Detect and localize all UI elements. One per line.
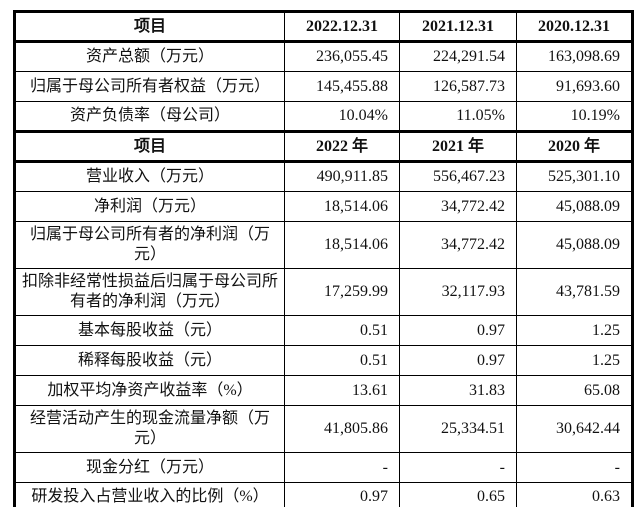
row-label: 现金分红（万元） xyxy=(13,452,285,483)
value-2020: 10.19% xyxy=(516,101,634,132)
income-header-row: 项目 2022 年 2021 年 2020 年 xyxy=(13,130,634,163)
value-2022: 0.97 xyxy=(284,482,400,507)
value-2021: 34,772.42 xyxy=(399,221,517,269)
value-2022: 17,259.99 xyxy=(284,268,400,316)
balance-header-2022: 2022.12.31 xyxy=(284,10,400,43)
value-2021: 11.05% xyxy=(399,101,517,132)
value-2022: 490,911.85 xyxy=(284,161,400,192)
value-2020: 91,693.60 xyxy=(516,71,634,102)
value-2021: 32,117.93 xyxy=(399,268,517,316)
row-label: 经营活动产生的现金流量净额（万元） xyxy=(13,405,285,453)
value-2022: 0.51 xyxy=(284,345,400,376)
table-row: 净利润（万元） 18,514.06 34,772.42 45,088.09 xyxy=(13,191,634,222)
value-2020: 45,088.09 xyxy=(516,221,634,269)
value-2021: - xyxy=(399,452,517,483)
table-row: 营业收入（万元） 490,911.85 556,467.23 525,301.1… xyxy=(13,161,634,192)
income-header-2021: 2021 年 xyxy=(399,130,517,163)
value-2021: 126,587.73 xyxy=(399,71,517,102)
row-label: 归属于母公司所有者权益（万元） xyxy=(13,71,285,102)
value-2021: 25,334.51 xyxy=(399,405,517,453)
value-2020: 43,781.59 xyxy=(516,268,634,316)
value-2022: 18,514.06 xyxy=(284,191,400,222)
value-2022: 236,055.45 xyxy=(284,41,400,72)
table-row: 现金分红（万元） - - - xyxy=(13,452,634,483)
value-2022: 41,805.86 xyxy=(284,405,400,453)
row-label: 归属于母公司所有者的净利润（万元） xyxy=(13,221,285,269)
value-2020: 65.08 xyxy=(516,375,634,406)
value-2020: 1.25 xyxy=(516,345,634,376)
row-label: 资产负债率（母公司） xyxy=(13,101,285,132)
table-row: 资产负债率（母公司） 10.04% 11.05% 10.19% xyxy=(13,101,634,132)
value-2021: 0.97 xyxy=(399,315,517,346)
balance-header-2020: 2020.12.31 xyxy=(516,10,634,43)
income-header-2022: 2022 年 xyxy=(284,130,400,163)
table-row: 稀释每股收益（元） 0.51 0.97 1.25 xyxy=(13,345,634,376)
row-label: 净利润（万元） xyxy=(13,191,285,222)
value-2020: 1.25 xyxy=(516,315,634,346)
row-label: 加权平均净资产收益率（%） xyxy=(13,375,285,406)
balance-header-2021: 2021.12.31 xyxy=(399,10,517,43)
table-row: 归属于母公司所有者的净利润（万元） 18,514.06 34,772.42 45… xyxy=(13,221,634,269)
row-label: 研发投入占营业收入的比例（%） xyxy=(13,482,285,507)
value-2021: 31.83 xyxy=(399,375,517,406)
value-2020: 0.63 xyxy=(516,482,634,507)
value-2020: 45,088.09 xyxy=(516,191,634,222)
value-2022: - xyxy=(284,452,400,483)
value-2021: 34,772.42 xyxy=(399,191,517,222)
balance-header-row: 项目 2022.12.31 2021.12.31 2020.12.31 xyxy=(13,10,634,43)
income-header-2020: 2020 年 xyxy=(516,130,634,163)
income-header-item: 项目 xyxy=(13,130,285,163)
value-2021: 0.97 xyxy=(399,345,517,376)
value-2021: 0.65 xyxy=(399,482,517,507)
value-2021: 224,291.54 xyxy=(399,41,517,72)
table-row: 经营活动产生的现金流量净额（万元） 41,805.86 25,334.51 30… xyxy=(13,405,634,453)
value-2022: 13.61 xyxy=(284,375,400,406)
table-row: 基本每股收益（元） 0.51 0.97 1.25 xyxy=(13,315,634,346)
row-label: 基本每股收益（元） xyxy=(13,315,285,346)
value-2022: 0.51 xyxy=(284,315,400,346)
value-2020: - xyxy=(516,452,634,483)
value-2022: 10.04% xyxy=(284,101,400,132)
row-label: 资产总额（万元） xyxy=(13,41,285,72)
value-2020: 163,098.69 xyxy=(516,41,634,72)
value-2020: 30,642.44 xyxy=(516,405,634,453)
row-label: 扣除非经常性损益后归属于母公司所有者的净利润（万元） xyxy=(13,268,285,316)
row-label: 营业收入（万元） xyxy=(13,161,285,192)
table-row: 归属于母公司所有者权益（万元） 145,455.88 126,587.73 91… xyxy=(13,71,634,102)
value-2021: 556,467.23 xyxy=(399,161,517,192)
value-2020: 525,301.10 xyxy=(516,161,634,192)
table-row: 研发投入占营业收入的比例（%） 0.97 0.65 0.63 xyxy=(13,482,634,507)
value-2022: 145,455.88 xyxy=(284,71,400,102)
balance-header-item: 项目 xyxy=(13,10,285,43)
value-2022: 18,514.06 xyxy=(284,221,400,269)
financial-summary-table: 项目 2022.12.31 2021.12.31 2020.12.31 资产总额… xyxy=(13,10,634,507)
row-label: 稀释每股收益（元） xyxy=(13,345,285,376)
table-row: 加权平均净资产收益率（%） 13.61 31.83 65.08 xyxy=(13,375,634,406)
table-row: 扣除非经常性损益后归属于母公司所有者的净利润（万元） 17,259.99 32,… xyxy=(13,268,634,316)
table-row: 资产总额（万元） 236,055.45 224,291.54 163,098.6… xyxy=(13,41,634,72)
